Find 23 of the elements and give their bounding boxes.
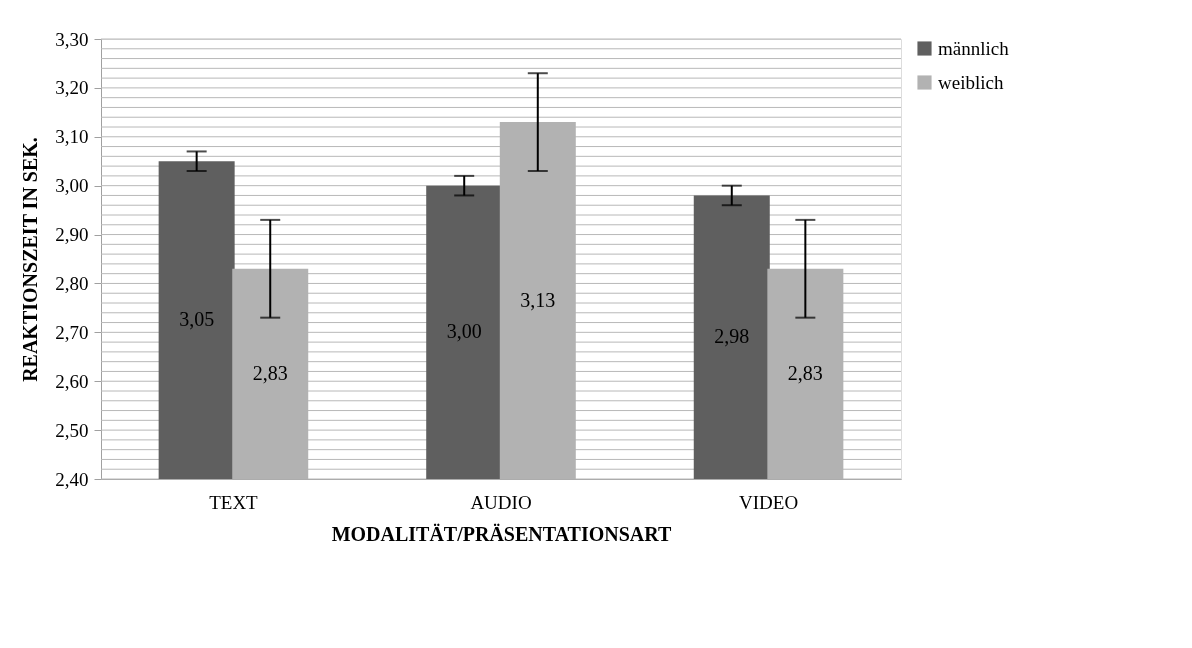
y-tick-label: 2,80: [55, 272, 89, 294]
x-tick-label: TEXT: [209, 491, 259, 513]
y-tick-label: 3,30: [55, 28, 89, 50]
data-label: 2,83: [252, 361, 288, 384]
y-tick-label: 3,00: [55, 175, 89, 197]
x-tick-label: VIDEO: [739, 491, 799, 513]
legend-label: weiblich: [938, 71, 1004, 93]
data-label: 3,05: [179, 308, 215, 331]
y-tick-label: 3,20: [55, 77, 89, 99]
data-label: 2,98: [714, 325, 750, 348]
legend-label: männlich: [938, 37, 1010, 59]
data-label: 3,13: [520, 288, 556, 311]
x-axis-title: MODALITÄT/PRÄSENTATIONSART: [331, 522, 673, 545]
data-label: 3,00: [446, 320, 482, 343]
y-tick-label: 2,70: [55, 321, 89, 343]
y-tick-label: 2,60: [55, 370, 89, 392]
y-axis-title: REAKTIONSZEIT IN SEK.: [19, 137, 42, 382]
y-tick-label: 2,90: [55, 224, 89, 246]
y-tick-label: 3,10: [55, 126, 89, 148]
y-tick-label: 2,50: [55, 419, 89, 441]
x-tick-label: AUDIO: [470, 491, 532, 513]
y-tick-label: 2,40: [55, 468, 89, 490]
data-label: 2,83: [787, 361, 823, 384]
